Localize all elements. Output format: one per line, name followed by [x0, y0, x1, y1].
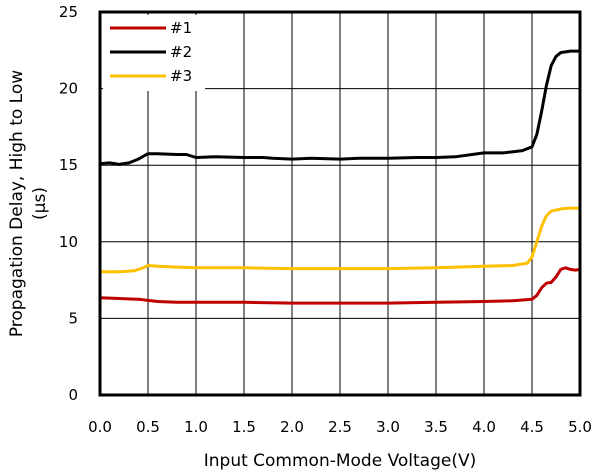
- y-tick-label: 10: [59, 233, 78, 251]
- legend-label: #1: [170, 19, 192, 37]
- y-axis-title-line-2: (µs): [30, 187, 50, 220]
- y-tick-label: 0: [68, 386, 78, 404]
- x-axis-tick-labels: 0.0 0.5 1.0 1.5 2.0 2.5 3.0 3.5 4.0 4.5 5.0: [88, 418, 592, 436]
- y-tick-label: 15: [59, 156, 78, 174]
- x-tick-label: 2.5: [328, 418, 352, 436]
- x-tick-label: 1.0: [184, 418, 208, 436]
- y-axis-title-line-1: Propagation Delay, High to Low: [7, 70, 27, 337]
- x-tick-label: 2.0: [280, 418, 304, 436]
- y-tick-label: 5: [68, 309, 78, 327]
- series-lines: [98, 49, 582, 305]
- x-tick-label: 4.5: [520, 418, 544, 436]
- y-axis-tick-labels: 0 5 10 15 20 25: [59, 3, 78, 404]
- series-line-3: [98, 206, 582, 274]
- x-tick-label: 5.0: [568, 418, 592, 436]
- y-axis-title: Propagation Delay, High to Low (µs): [7, 70, 50, 337]
- x-tick-label: 3.5: [424, 418, 448, 436]
- legend: #1 #2 #3: [103, 15, 205, 91]
- x-axis-title: Input Common-Mode Voltage(V): [204, 451, 477, 471]
- plot-area-frame: [98, 10, 582, 397]
- legend-label: #2: [170, 43, 192, 61]
- x-tick-label: 1.5: [232, 418, 256, 436]
- series-line-1: [98, 266, 582, 305]
- x-tick-label: 4.0: [472, 418, 496, 436]
- y-tick-label: 25: [59, 3, 78, 21]
- x-tick-label: 3.0: [376, 418, 400, 436]
- legend-label: #3: [170, 67, 192, 85]
- y-tick-label: 20: [59, 80, 78, 98]
- x-tick-label: 0.5: [136, 418, 160, 436]
- x-tick-label: 0.0: [88, 418, 112, 436]
- series-line-2: [98, 49, 582, 166]
